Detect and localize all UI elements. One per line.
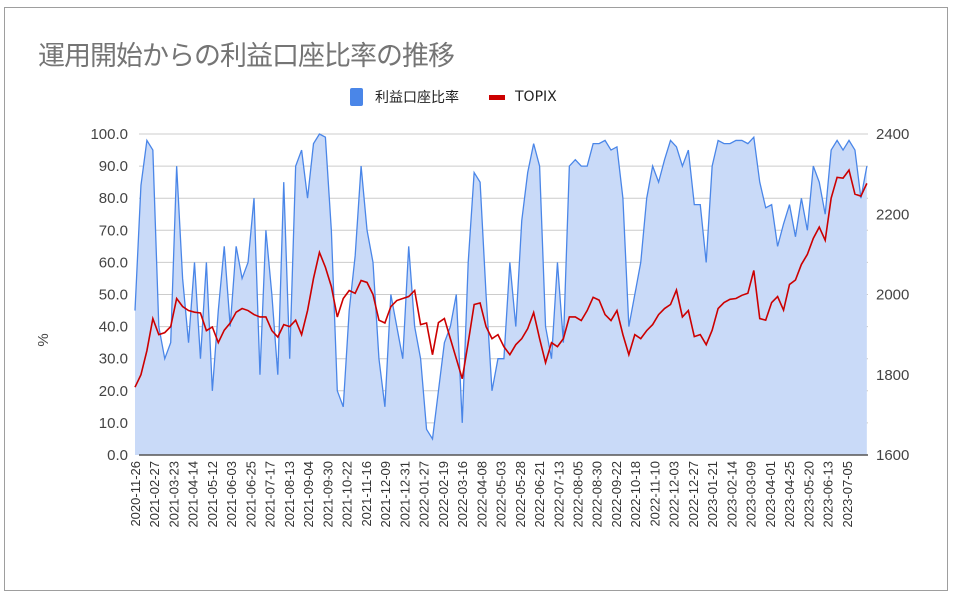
y-tick-label: 10.0: [99, 415, 128, 432]
y-tick-label: 30.0: [99, 351, 128, 368]
y-tick-label: 60.0: [99, 254, 128, 271]
x-tick-label: 2021-03-23: [166, 461, 181, 528]
x-tick-label: 2021-04-14: [186, 461, 201, 528]
y-tick-label: 0.0: [107, 447, 128, 464]
legend-swatch-profit-ratio: [350, 88, 363, 106]
x-tick-label: 2022-04-08: [474, 461, 489, 528]
y-axis-title: %: [35, 333, 52, 346]
y-tick-label: 40.0: [99, 319, 128, 336]
x-tick-label: 2021-06-03: [224, 461, 239, 528]
x-tick-label: 2022-11-10: [647, 461, 662, 527]
y-tick-label: 50.0: [99, 287, 128, 304]
x-tick-label: 2022-08-05: [571, 461, 586, 528]
x-tick-label: 2021-09-30: [320, 461, 335, 528]
legend-swatch-topix: [489, 94, 505, 100]
y-tick-label: 100.0: [90, 126, 128, 143]
x-tick-label: 2022-05-03: [494, 461, 509, 528]
x-tick-label: 2021-11-16: [359, 461, 374, 527]
x-tick-label: 2022-08-30: [590, 461, 605, 528]
profit-ratio-area: [135, 134, 867, 455]
y-right-tick-label: 2000: [876, 287, 909, 304]
y-right-tick-label: 2200: [876, 206, 909, 223]
y-right-tick-label: 1800: [876, 367, 909, 384]
x-tick-label: 2022-03-16: [455, 461, 470, 528]
x-tick-label: 2021-07-17: [263, 461, 278, 528]
y-tick-label: 90.0: [99, 158, 128, 175]
x-tick-label: 2023-02-14: [724, 461, 739, 528]
chart-title: 運用開始からの利益口座比率の推移: [38, 41, 455, 72]
x-tick-label: 2022-05-28: [513, 461, 528, 528]
x-tick-label: 2022-01-27: [417, 461, 432, 528]
x-tick-label: 2023-01-21: [705, 461, 720, 528]
y-right-tick-label: 1600: [876, 447, 909, 464]
x-tick-label: 2022-06-21: [532, 461, 547, 528]
x-tick-label: 2023-07-05: [840, 461, 855, 528]
x-tick-label: 2021-12-31: [397, 461, 412, 528]
x-tick-label: 2022-10-18: [628, 461, 643, 528]
x-tick-label: 2021-08-13: [282, 461, 297, 528]
x-tick-label: 2020-11-26: [128, 461, 143, 527]
legend-label-profit-ratio: 利益口座比率: [375, 90, 459, 106]
x-tick-label: 2022-09-22: [609, 461, 624, 528]
topix-line: [134, 168, 868, 388]
x-tick-label: 2022-12-03: [667, 461, 682, 528]
x-tick-label: 2023-06-13: [821, 461, 836, 528]
chart-frame: [4, 7, 948, 591]
x-tick-label: 2023-04-01: [763, 461, 778, 528]
x-tick-label: 2023-05-20: [801, 461, 816, 528]
data-points: [134, 133, 867, 439]
y-tick-label: 20.0: [99, 383, 128, 400]
profit-ratio-line: [134, 133, 868, 441]
legend-label-topix: TOPIX: [515, 89, 557, 105]
x-tick-label: 2022-12-27: [686, 461, 701, 528]
x-tick-label: 2021-02-27: [147, 461, 162, 528]
x-tick-label: 2022-02-19: [436, 461, 451, 528]
x-tick-label: 2021-10-22: [340, 461, 355, 528]
x-tick-label: 2021-06-25: [243, 461, 258, 528]
x-tick-label: 2021-12-09: [378, 461, 393, 528]
x-tick-label: 2023-03-09: [744, 461, 759, 528]
y-right-tick-label: 2400: [876, 126, 909, 143]
legend: 利益口座比率 TOPIX: [350, 87, 557, 107]
x-tick-label: 2021-05-12: [205, 461, 220, 528]
y-tick-label: 70.0: [99, 222, 128, 239]
x-tick-label: 2023-04-25: [782, 461, 797, 528]
x-tick-label: 2022-07-13: [551, 461, 566, 528]
x-tick-label: 2021-09-04: [301, 461, 316, 528]
y-tick-label: 80.0: [99, 190, 128, 207]
